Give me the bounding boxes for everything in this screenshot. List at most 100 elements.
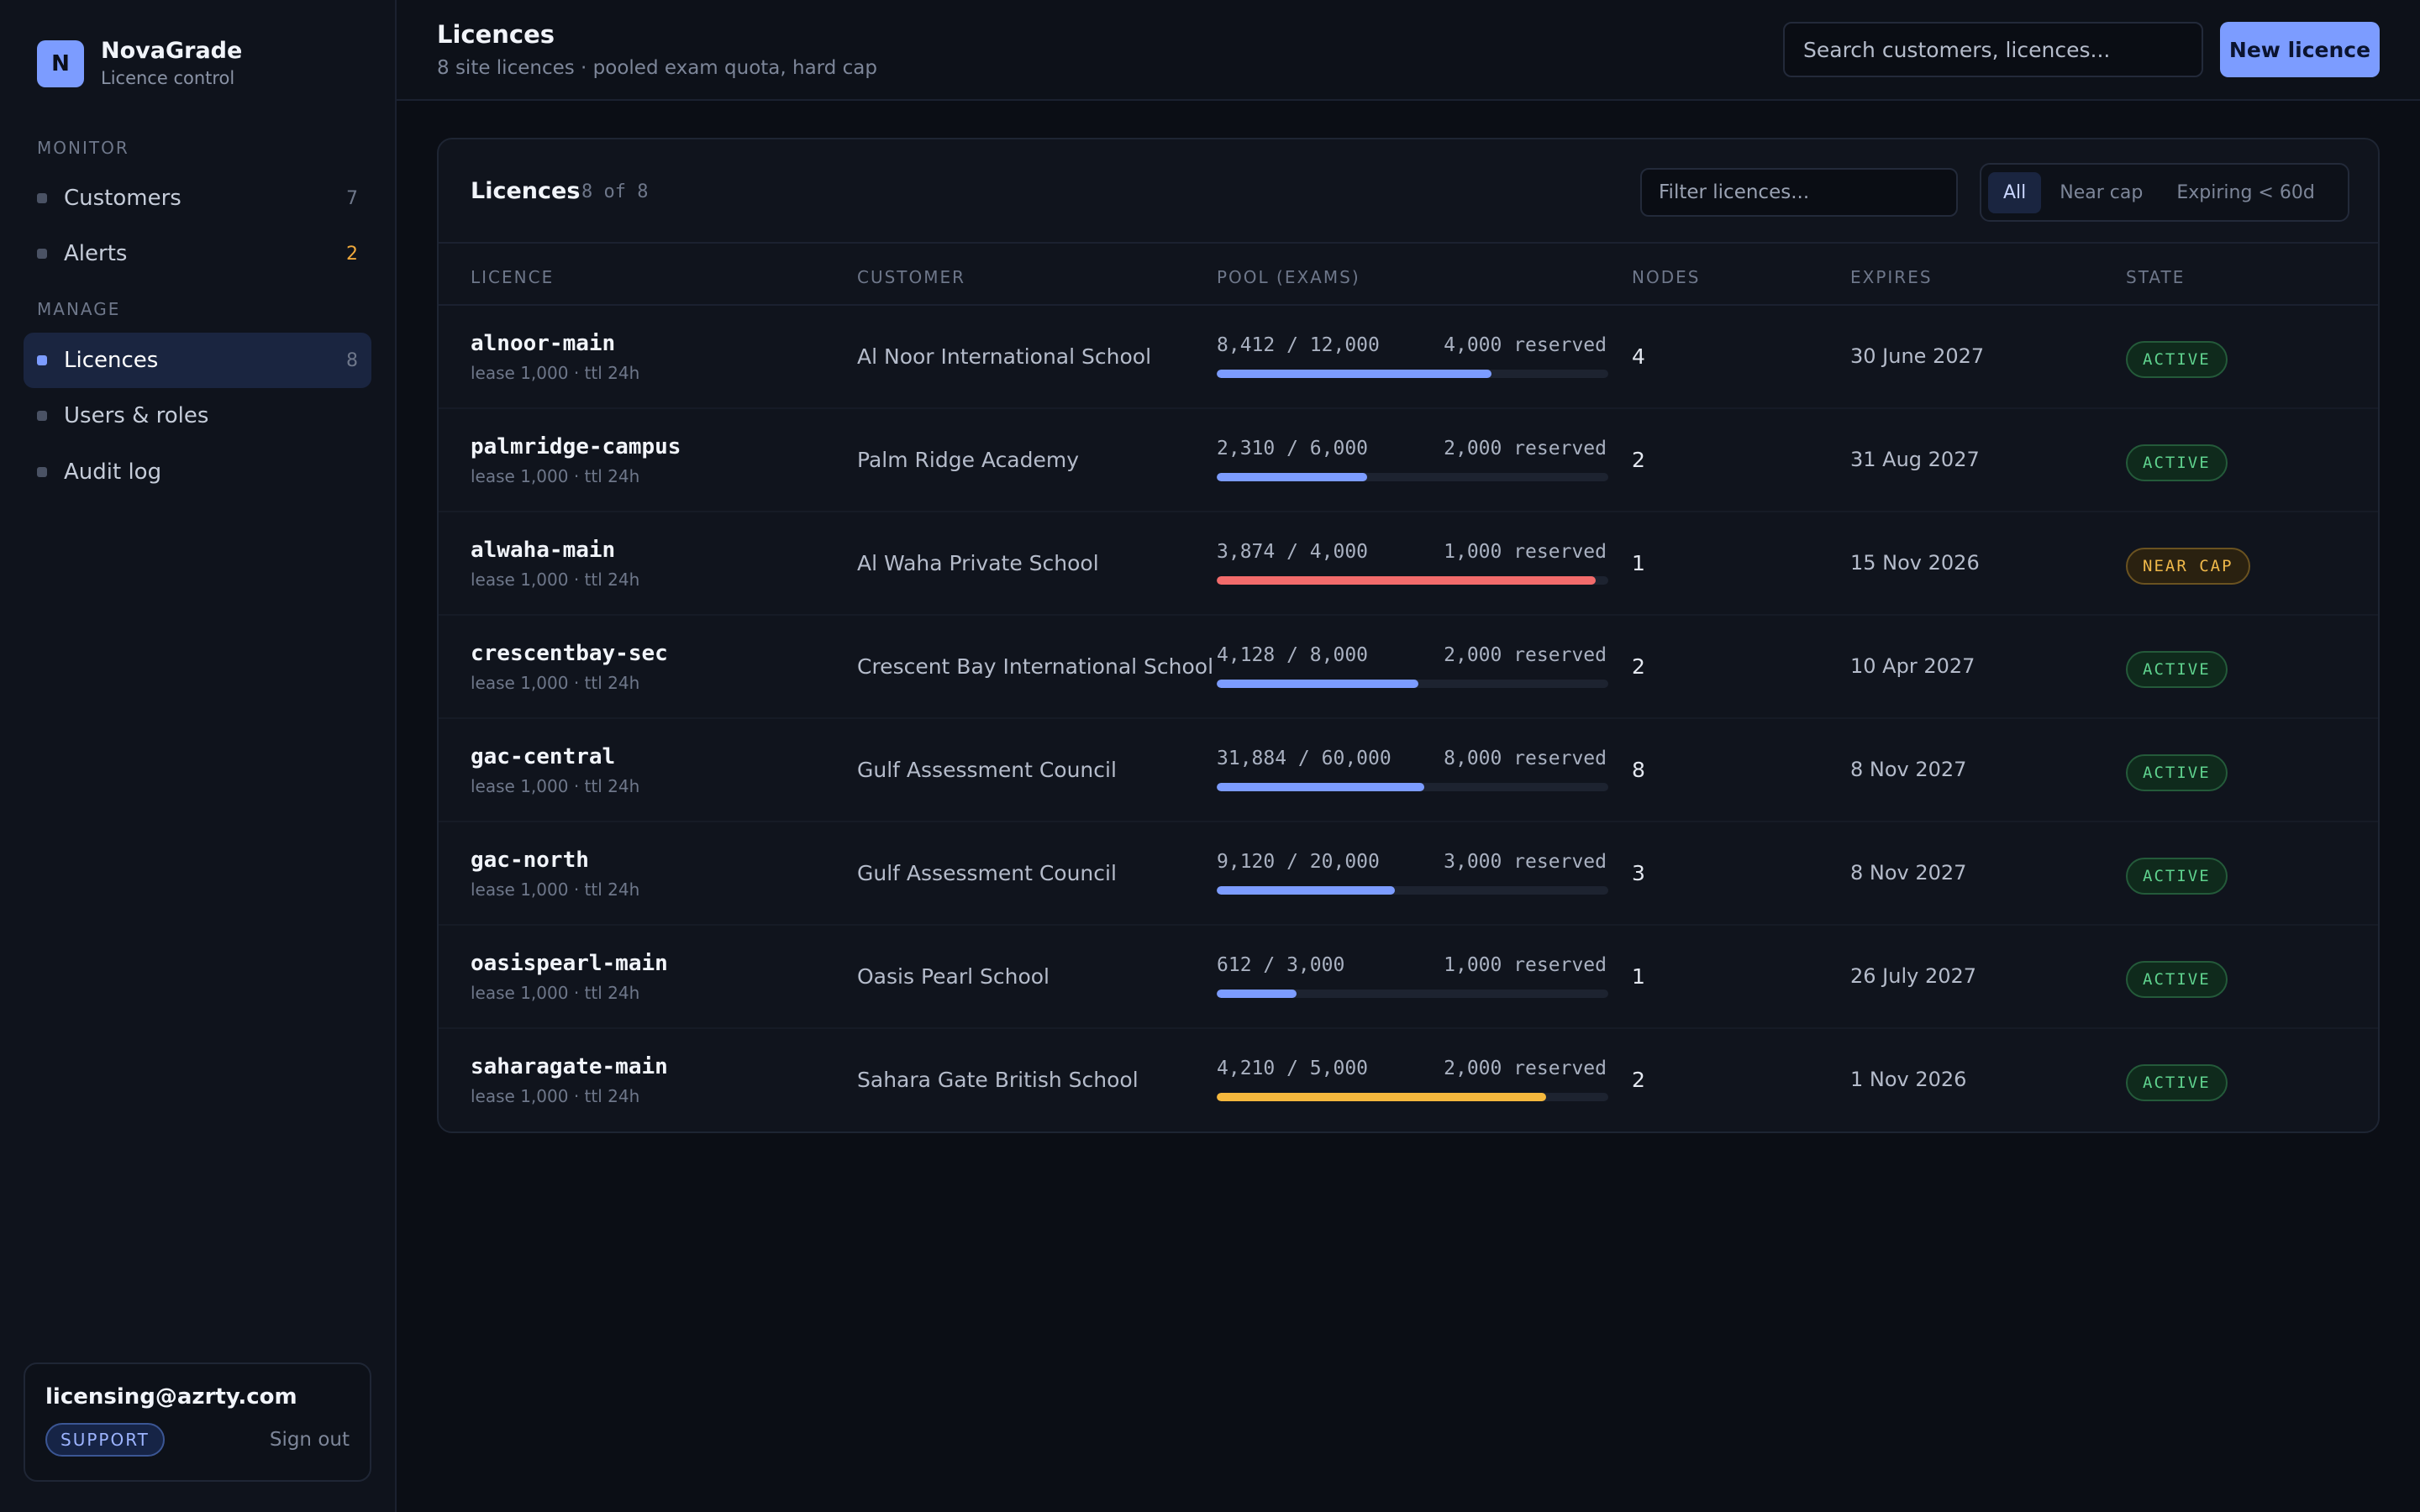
licence-name[interactable]: alwaha-main xyxy=(471,538,616,563)
sidebar-item-label: Licences xyxy=(64,348,159,373)
pool-reserved: 1,000 reserved xyxy=(1444,954,1607,976)
pool-used: 612 / 3,000 xyxy=(1217,954,1345,976)
customer-name: Crescent Bay International School xyxy=(857,654,1214,679)
column-header-nodes[interactable]: NODES xyxy=(1632,267,1701,287)
new-licence-button[interactable]: New licence xyxy=(2220,22,2380,77)
pool-progress-bar xyxy=(1217,886,1608,895)
pool-reserved: 1,000 reserved xyxy=(1444,541,1607,563)
licence-lease-info: lease 1,000 · ttl 24h xyxy=(471,983,640,1003)
customer-name: Al Waha Private School xyxy=(857,551,1099,575)
sidebar-item-alerts[interactable]: Alerts 2 xyxy=(24,226,371,281)
pool-progress-fill xyxy=(1217,576,1597,585)
pool-used: 3,874 / 4,000 xyxy=(1217,541,1369,563)
sidebar: N NovaGrade Licence control MONITOR Cust… xyxy=(0,0,397,1512)
licence-lease-info: lease 1,000 · ttl 24h xyxy=(471,570,640,590)
expiry-date: 30 June 2027 xyxy=(1850,344,1985,368)
licence-name[interactable]: oasispearl-main xyxy=(471,951,668,976)
node-count: 8 xyxy=(1632,758,1645,782)
bullet-icon xyxy=(37,467,47,477)
licence-name[interactable]: crescentbay-sec xyxy=(471,641,668,666)
table-row[interactable]: palmridge-campus lease 1,000 · ttl 24h Pal… xyxy=(439,409,2378,512)
node-count: 2 xyxy=(1632,448,1645,472)
node-count: 2 xyxy=(1632,1068,1645,1092)
state-badge: ACTIVE xyxy=(2126,858,2228,895)
sidebar-item-label: Audit log xyxy=(64,459,162,485)
licence-lease-info: lease 1,000 · ttl 24h xyxy=(471,466,640,486)
brand-logo: N xyxy=(37,40,84,87)
licence-name[interactable]: saharagate-main xyxy=(471,1054,668,1079)
state-badge: ACTIVE xyxy=(2126,1064,2228,1101)
pool-used: 4,210 / 5,000 xyxy=(1217,1058,1369,1079)
expiry-date: 8 Nov 2027 xyxy=(1850,758,1967,781)
pool-used: 31,884 / 60,000 xyxy=(1217,748,1392,769)
pool-progress-bar xyxy=(1217,576,1608,585)
search-input[interactable]: Search customers, licences... xyxy=(1783,22,2203,77)
segment-expiring[interactable]: Expiring < 60d xyxy=(2176,181,2315,203)
sidebar-item-label: Alerts xyxy=(64,241,128,266)
pool-reserved: 2,000 reserved xyxy=(1444,644,1607,666)
customer-name: Al Noor International School xyxy=(857,344,1152,369)
page-subtitle: 8 site licences · pooled exam quota, har… xyxy=(437,57,877,79)
brand[interactable]: N NovaGrade Licence control xyxy=(37,37,242,91)
role-badge: SUPPORT xyxy=(45,1423,165,1457)
expiry-date: 8 Nov 2027 xyxy=(1850,861,1967,885)
licence-name[interactable]: alnoor-main xyxy=(471,331,616,356)
sidebar-item-licences[interactable]: Licences 8 xyxy=(24,333,371,388)
column-header-state[interactable]: STATE xyxy=(2126,267,2186,287)
filter-input[interactable]: Filter licences... xyxy=(1640,168,1958,217)
nav-section-manage: MANAGE xyxy=(37,299,121,319)
column-header-expires[interactable]: EXPIRES xyxy=(1850,267,1933,287)
brand-subtitle: Licence control xyxy=(101,68,235,88)
table-row[interactable]: gac-central lease 1,000 · ttl 24h Gulf Ass… xyxy=(439,719,2378,822)
licence-name[interactable]: palmridge-campus xyxy=(471,434,681,459)
table-header: LICENCE CUSTOMER POOL (EXAMS) NODES EXPI… xyxy=(439,244,2378,306)
pool-used: 8,412 / 12,000 xyxy=(1217,334,1380,356)
panel-title: Licences xyxy=(471,178,581,204)
column-header-customer[interactable]: CUSTOMER xyxy=(857,267,966,287)
sidebar-item-audit-log[interactable]: Audit log xyxy=(24,444,371,500)
customer-name: Oasis Pearl School xyxy=(857,964,1050,989)
state-badge: ACTIVE xyxy=(2126,444,2228,481)
pool-progress-fill xyxy=(1217,680,1419,688)
sidebar-item-count: 8 xyxy=(346,349,358,371)
node-count: 4 xyxy=(1632,344,1645,369)
table-row[interactable]: gac-north lease 1,000 · ttl 24h Gulf Asses… xyxy=(439,822,2378,926)
column-header-pool[interactable]: POOL (EXAMS) xyxy=(1217,267,1360,287)
customer-name: Palm Ridge Academy xyxy=(857,448,1080,472)
nav-section-monitor: MONITOR xyxy=(37,138,129,158)
pool-reserved: 3,000 reserved xyxy=(1444,851,1607,873)
segment-all[interactable]: All xyxy=(1988,171,2042,213)
pool-progress-bar xyxy=(1217,473,1608,481)
table-row[interactable]: saharagate-main lease 1,000 · ttl 24h Saha… xyxy=(439,1029,2378,1131)
filter-segmented-control: All Near cap Expiring < 60d xyxy=(1980,163,2349,222)
licence-name[interactable]: gac-north xyxy=(471,848,589,873)
pool-progress-bar xyxy=(1217,1093,1608,1101)
page-title: Licences xyxy=(437,20,555,49)
pool-progress-fill xyxy=(1217,370,1491,378)
expiry-date: 31 Aug 2027 xyxy=(1850,448,1980,471)
table-row[interactable]: crescentbay-sec lease 1,000 · ttl 24h Cres… xyxy=(439,616,2378,719)
expiry-date: 15 Nov 2026 xyxy=(1850,551,1980,575)
bullet-icon xyxy=(37,355,47,365)
segment-near-cap[interactable]: Near cap xyxy=(2060,181,2144,203)
state-badge: ACTIVE xyxy=(2126,754,2228,791)
licence-lease-info: lease 1,000 · ttl 24h xyxy=(471,673,640,693)
sidebar-item-customers[interactable]: Customers 7 xyxy=(24,171,371,226)
pool-used: 9,120 / 20,000 xyxy=(1217,851,1380,873)
column-header-licence[interactable]: LICENCE xyxy=(471,267,555,287)
table-row[interactable]: alwaha-main lease 1,000 · ttl 24h Al Waha … xyxy=(439,512,2378,616)
pool-reserved: 4,000 reserved xyxy=(1444,334,1607,356)
sidebar-item-users-roles[interactable]: Users & roles xyxy=(24,388,371,444)
table-row[interactable]: alnoor-main lease 1,000 · ttl 24h Al Noor … xyxy=(439,306,2378,409)
expiry-date: 10 Apr 2027 xyxy=(1850,654,1975,678)
licence-lease-info: lease 1,000 · ttl 24h xyxy=(471,363,640,383)
customer-name: Gulf Assessment Council xyxy=(857,861,1117,885)
state-badge: ACTIVE xyxy=(2126,961,2228,998)
pool-reserved: 8,000 reserved xyxy=(1444,748,1607,769)
licence-name[interactable]: gac-central xyxy=(471,744,616,769)
sign-out-link[interactable]: Sign out xyxy=(269,1429,350,1451)
table-row[interactable]: oasispearl-main lease 1,000 · ttl 24h Oasi… xyxy=(439,926,2378,1029)
state-badge: NEAR CAP xyxy=(2126,548,2250,585)
pool-used: 4,128 / 8,000 xyxy=(1217,644,1369,666)
node-count: 1 xyxy=(1632,551,1645,575)
